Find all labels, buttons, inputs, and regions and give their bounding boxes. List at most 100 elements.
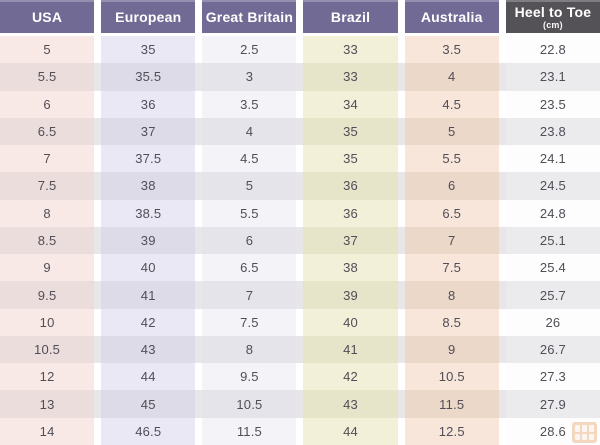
column-header-label: Great Britain: [205, 9, 294, 26]
table-cell: 25.1: [505, 226, 600, 255]
table-cell: 5.5: [404, 145, 499, 173]
table-row: 7 37.5 4.5 35 5.5 24.1: [0, 145, 600, 173]
table-cell: 26: [505, 308, 600, 336]
table-cell: 8.5: [404, 308, 499, 336]
table-cell: 24.1: [505, 145, 600, 173]
table-cell: 6: [0, 90, 95, 118]
table-cell: 40: [303, 308, 398, 336]
table-cell: 35: [303, 117, 398, 146]
table-cell: 24.8: [505, 199, 600, 227]
table-cell: 4.5: [404, 90, 499, 118]
column-header-label: Australia: [420, 9, 483, 26]
table-cell: 27.3: [505, 363, 600, 391]
table-cell: 40: [101, 254, 196, 282]
table-cell: 6.5: [404, 199, 499, 227]
table-cell: 35: [303, 145, 398, 173]
table-cell: 14: [0, 417, 95, 445]
column-header-brazil: Brazil: [303, 0, 398, 33]
table-cell: 9: [404, 335, 499, 364]
table-row: 8 38.5 5.5 36 6.5 24.8: [0, 199, 600, 227]
table-cell: 41: [101, 281, 196, 309]
table-cell: 2.5: [202, 36, 297, 64]
table-cell: 11.5: [202, 417, 297, 445]
table-cell: 6: [404, 172, 499, 200]
table-row: 9.5 41 7 39 8 25.7: [0, 281, 600, 309]
column-header-label: USA: [31, 9, 63, 26]
table-cell: 7.5: [202, 308, 297, 336]
table-row: 9 40 6.5 38 7.5 25.4: [0, 254, 600, 282]
table-cell: 25.4: [505, 254, 600, 282]
column-header-sublabel: (cm): [543, 19, 563, 30]
table-cell: 25.7: [505, 281, 600, 309]
table-cell: 24.5: [505, 172, 600, 200]
table-cell: 9: [0, 254, 95, 282]
table-cell: 5: [202, 172, 297, 200]
column-header-label: Heel to Toe: [514, 3, 592, 20]
table-cell: 4.5: [202, 145, 297, 173]
table-cell: 23.8: [505, 117, 600, 146]
table-cell: 22.8: [505, 36, 600, 64]
column-header-great-britain: Great Britain: [202, 0, 297, 33]
table-cell: 38: [303, 254, 398, 282]
table-row: 6 36 3.5 34 4.5 23.5: [0, 90, 600, 118]
watermark-logo-icon: [572, 422, 597, 443]
table-row: 5.5 35.5 3 33 4 23.1: [0, 63, 600, 91]
table-cell: 4: [404, 63, 499, 91]
table-cell: 7.5: [404, 254, 499, 282]
table-body: 5 35 2.5 33 3.5 22.8 5.5 35.5 3 33 4 23.1 6 36 3.5 34 4.…: [0, 36, 600, 445]
table-cell: 43: [101, 335, 196, 364]
table-cell: 7: [0, 145, 95, 173]
table-cell: 10.5: [202, 390, 297, 418]
table-cell: 5.5: [0, 63, 95, 91]
table-row: 10.5 43 8 41 9 26.7: [0, 335, 600, 364]
table-cell: 37.5: [101, 145, 196, 173]
table-cell: 11.5: [404, 390, 499, 418]
table-cell: 7.5: [0, 172, 95, 200]
table-cell: 37: [303, 226, 398, 255]
table-cell: 34: [303, 90, 398, 118]
table-cell: 4: [202, 117, 297, 146]
table-cell: 39: [303, 281, 398, 309]
table-cell: 8.5: [0, 226, 95, 255]
table-cell: 45: [101, 390, 196, 418]
table-cell: 13: [0, 390, 95, 418]
table-cell: 9.5: [0, 281, 95, 309]
table-cell: 28.6: [505, 417, 600, 445]
table-cell: 36: [303, 199, 398, 227]
table-cell: 44: [101, 363, 196, 391]
table-row: 14 46.5 11.5 44 12.5 28.6: [0, 417, 600, 445]
table-cell: 10: [0, 308, 95, 336]
table-cell: 44: [303, 417, 398, 445]
table-cell: 7: [404, 226, 499, 255]
table-cell: 7: [202, 281, 297, 309]
table-cell: 5: [0, 36, 95, 64]
table-cell: 37: [101, 117, 196, 146]
table-cell: 3: [202, 63, 297, 91]
table-cell: 8: [0, 199, 95, 227]
table-cell: 6.5: [202, 254, 297, 282]
table-cell: 10.5: [0, 335, 95, 364]
table-cell: 33: [303, 63, 398, 91]
table-header-row: USA European Great Britain Brazil Australia H…: [0, 0, 600, 33]
table-cell: 36: [303, 172, 398, 200]
table-row: 10 42 7.5 40 8.5 26: [0, 308, 600, 336]
table-row: 7.5 38 5 36 6 24.5: [0, 172, 600, 200]
table-cell: 6.5: [0, 117, 95, 146]
table-row: 12 44 9.5 42 10.5 27.3: [0, 363, 600, 391]
table-cell: 6: [202, 226, 297, 255]
table-row: 13 45 10.5 43 11.5 27.9: [0, 390, 600, 418]
table-cell: 35.5: [101, 63, 196, 91]
table-cell: 12: [0, 363, 95, 391]
column-header-heel-to-toe: Heel to Toe (cm): [505, 0, 600, 33]
table-cell: 43: [303, 390, 398, 418]
table-row: 6.5 37 4 35 5 23.8: [0, 117, 600, 146]
table-cell: 3.5: [404, 36, 499, 64]
table-row: 5 35 2.5 33 3.5 22.8: [0, 36, 600, 64]
column-header-label: Brazil: [330, 9, 371, 26]
column-header-australia: Australia: [404, 0, 499, 33]
table-cell: 10.5: [404, 363, 499, 391]
table-cell: 38: [101, 172, 196, 200]
table-cell: 41: [303, 335, 398, 364]
table-cell: 8: [404, 281, 499, 309]
